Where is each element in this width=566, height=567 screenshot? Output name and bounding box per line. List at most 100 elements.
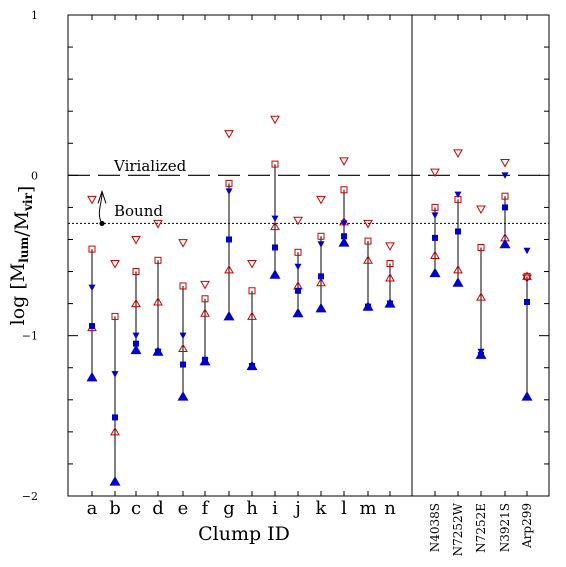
marker-blue-triangle-up [452,277,464,287]
marker-red-triangle-up [453,264,463,274]
category-label-d: d [152,498,164,519]
bound-arrow-shaft [98,193,103,224]
marker-red-triangle-up [522,271,532,280]
data-markers [86,115,533,486]
marker-red-square [477,243,485,251]
marker-red-square [111,312,119,320]
category-label-b: b [109,498,121,519]
marker-red-triangle-down [153,219,163,229]
y-axis-ticks [68,14,549,497]
marker-blue-triangle-up [269,269,281,279]
marker-red-triangle-up [316,277,326,287]
marker-red-square [154,256,162,264]
marker-blue-square [226,236,232,243]
marker-red-triangle-up [224,264,234,274]
marker-red-triangle-down [316,195,326,205]
marker-blue-triangle-down [88,284,96,292]
marker-red-square [364,237,372,245]
marker-red-triangle-down [87,195,97,205]
marker-blue-square [318,273,324,280]
marker-blue-triangle-up [246,360,258,371]
marker-red-square [317,232,325,240]
marker-red-triangle-down [224,130,234,139]
marker-red-triangle-down [522,274,532,283]
marker-blue-triangle-up [315,302,327,313]
marker-red-triangle-up [178,343,188,352]
marker-red-triangle-up [385,272,395,282]
category-label-m: m [359,498,376,519]
category-label-h: h [246,498,258,519]
marker-red-square [294,248,302,256]
marker-blue-triangle-down [179,332,187,340]
marker-blue-triangle-up [177,391,189,401]
marker-red-triangle-up [247,311,257,320]
marker-blue-square [295,287,301,294]
marker-red-triangle-up [110,426,120,436]
marker-blue-triangle-down [225,188,233,195]
marker-blue-square [432,234,438,241]
marker-red-triangle-down [293,216,303,226]
x-axis-title: Clump ID [198,523,290,545]
marker-red-triangle-down [270,115,280,125]
marker-red-triangle-up [270,221,280,231]
marker-blue-triangle-up [362,301,374,311]
marker-red-square [179,282,187,290]
marker-blue-triangle-down [111,371,119,378]
marker-red-triangle-down [363,219,373,229]
marker-red-square [132,268,140,276]
category-label-n7252e: N7252E [474,503,488,553]
marker-blue-square [112,414,118,421]
category-label-n: n [384,498,396,519]
category-label-e: e [178,498,189,519]
marker-red-triangle-down [247,260,257,269]
marker-blue-square [502,204,508,211]
marker-red-triangle-up [200,308,210,317]
category-label-a: a [87,498,98,519]
category-label-j: j [293,498,301,519]
y-axis-title: log [Mlum/Mvir] [7,186,37,326]
marker-blue-triangle-down [294,263,302,271]
marker-blue-square [524,298,530,305]
marker-blue-triangle-up [521,391,533,401]
marker-blue-triangle-up [292,307,304,318]
marker-blue-triangle-up [499,238,511,249]
range-lines [91,164,528,482]
marker-blue-triangle-up [338,237,350,247]
marker-blue-triangle-down [523,247,531,255]
marker-red-triangle-down [500,159,510,168]
marker-red-triangle-down [385,242,395,251]
category-label-g: g [223,498,235,519]
category-label-k: k [316,498,328,519]
marker-blue-triangle-down [340,220,348,227]
marker-red-triangle-down [430,168,440,178]
marker-red-triangle-up [363,255,373,264]
category-label-i: i [272,498,278,519]
plot-frame [67,14,550,497]
marker-blue-triangle-up [130,344,142,355]
marker-blue-square [455,228,461,235]
marker-red-triangle-up [153,296,163,306]
marker-red-square [88,245,96,253]
bound-arrow-head [97,189,107,204]
y-tick-label: 0 [31,169,38,182]
marker-red-square [340,186,348,194]
marker-red-triangle-down [131,235,141,245]
reference-lines [68,174,549,227]
marker-blue-square [272,244,278,251]
plot-border [67,14,550,497]
marker-blue-triangle-up [223,310,235,321]
marker-blue-triangle-down [431,212,439,219]
marker-blue-square [133,340,139,347]
marker-red-square [201,295,209,303]
marker-blue-triangle-up [429,267,441,278]
marker-red-square [501,192,509,200]
category-label-n3921s: N3921S [498,503,512,552]
category-label-arp299: Arp299 [520,503,534,549]
marker-blue-triangle-up [86,371,98,382]
marker-red-square [386,260,394,268]
category-label-n7252w: N7252W [451,502,465,556]
category-label-l: l [341,498,347,519]
marker-red-triangle-down [110,260,120,269]
y-tick-label: −1 [22,330,38,343]
